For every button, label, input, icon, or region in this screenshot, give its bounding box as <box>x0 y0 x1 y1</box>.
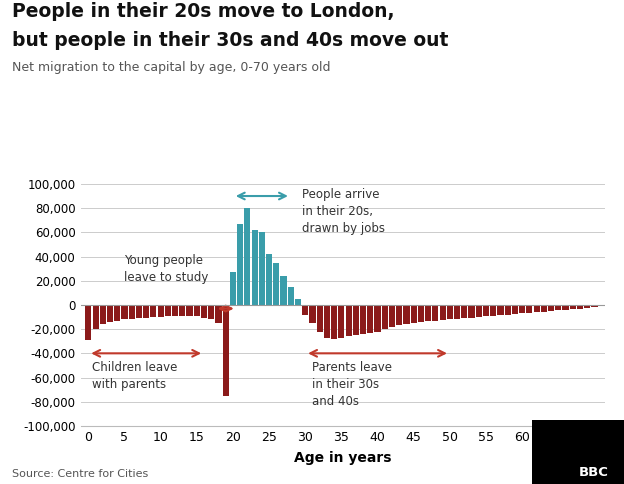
Bar <box>555 305 562 310</box>
Bar <box>114 305 120 320</box>
Bar <box>187 305 193 316</box>
Text: People arrive
in their 20s,
drawn by jobs: People arrive in their 20s, drawn by job… <box>301 187 384 235</box>
Bar <box>158 305 163 317</box>
Bar <box>497 305 504 315</box>
Bar <box>368 305 373 333</box>
X-axis label: Age in years: Age in years <box>295 452 392 466</box>
Bar <box>259 232 265 305</box>
Bar <box>541 305 547 312</box>
Bar <box>469 305 475 318</box>
Bar <box>331 305 337 339</box>
Bar <box>122 305 127 319</box>
Text: but people in their 30s and 40s move out: but people in their 30s and 40s move out <box>12 31 449 50</box>
Bar <box>512 305 518 314</box>
Bar <box>505 305 511 315</box>
Text: People in their 20s move to London,: People in their 20s move to London, <box>12 2 395 21</box>
Bar <box>302 305 308 315</box>
Bar <box>251 230 258 305</box>
Bar <box>592 305 598 307</box>
Bar <box>396 305 402 325</box>
Bar <box>172 305 178 317</box>
Bar <box>136 305 142 318</box>
Bar <box>208 305 214 319</box>
Bar <box>179 305 185 316</box>
Text: Children leave
with parents: Children leave with parents <box>92 361 177 391</box>
Bar <box>165 305 171 317</box>
Bar <box>475 305 482 317</box>
Bar <box>461 305 467 318</box>
Bar <box>425 305 431 321</box>
Bar <box>570 305 576 309</box>
Bar <box>454 305 460 319</box>
Bar <box>310 305 316 323</box>
Bar <box>360 305 366 334</box>
Bar <box>432 305 439 320</box>
Bar <box>374 305 381 332</box>
Bar <box>107 305 113 322</box>
Bar <box>411 305 417 323</box>
Bar <box>129 305 135 319</box>
Bar <box>562 305 568 310</box>
Bar <box>534 305 540 312</box>
Bar <box>382 305 388 329</box>
Bar <box>483 305 489 317</box>
Bar <box>201 305 207 318</box>
Text: Young people
leave to study: Young people leave to study <box>125 254 209 284</box>
Bar <box>266 254 272 305</box>
Text: BBC: BBC <box>578 466 608 479</box>
Bar <box>447 305 453 319</box>
Bar <box>230 272 236 305</box>
Bar <box>280 276 286 305</box>
Text: Source: Centre for Cities: Source: Centre for Cities <box>12 469 149 479</box>
Bar <box>100 305 106 324</box>
Bar <box>584 305 590 308</box>
Bar <box>316 305 323 332</box>
Bar <box>403 305 409 324</box>
Bar <box>338 305 344 338</box>
Bar <box>548 305 554 311</box>
Bar <box>519 305 525 314</box>
Text: Parents leave
in their 30s
and 40s: Parents leave in their 30s and 40s <box>313 361 392 408</box>
Bar <box>85 305 92 340</box>
Bar <box>526 305 532 313</box>
Bar <box>324 305 330 338</box>
Bar <box>577 305 583 309</box>
Bar <box>439 305 446 320</box>
Bar <box>92 305 99 329</box>
Bar <box>353 305 359 335</box>
Bar <box>273 262 280 305</box>
Bar <box>223 305 229 396</box>
Bar <box>215 305 222 323</box>
Bar <box>288 287 294 305</box>
Bar <box>143 305 149 318</box>
Bar <box>245 208 250 305</box>
Bar <box>490 305 496 316</box>
Bar <box>237 224 243 305</box>
Bar <box>150 305 157 317</box>
Text: Net migration to the capital by age, 0-70 years old: Net migration to the capital by age, 0-7… <box>12 60 331 74</box>
Bar <box>346 305 352 336</box>
Bar <box>295 299 301 305</box>
Bar <box>389 305 395 327</box>
Bar <box>193 305 200 317</box>
Bar <box>418 305 424 322</box>
